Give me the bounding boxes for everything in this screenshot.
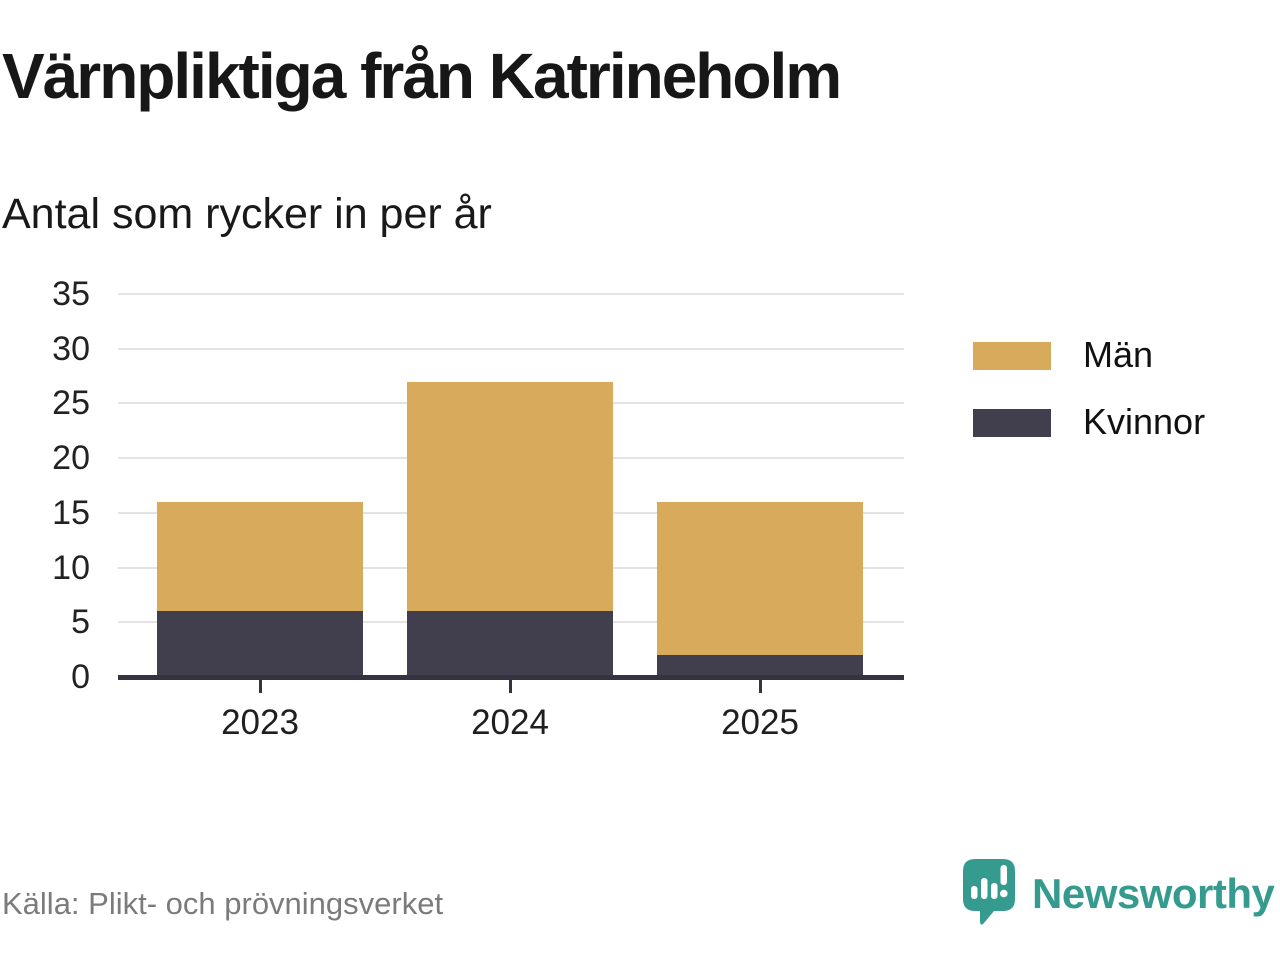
y-axis-tick-label: 0 bbox=[71, 658, 90, 696]
bar-segment-kvinnor-2025 bbox=[657, 655, 863, 677]
chart-title: Värnpliktiga från Katrineholm bbox=[2, 40, 842, 112]
y-axis-tick-label: 25 bbox=[52, 384, 90, 423]
legend-label: Män bbox=[1083, 334, 1154, 375]
legend-swatch-män bbox=[973, 342, 1051, 370]
legend-item-kvinnor: Kvinnor bbox=[973, 404, 1205, 442]
y-axis-tick-label: 30 bbox=[52, 329, 90, 368]
chart-subtitle: Antal som rycker in per år bbox=[2, 190, 492, 238]
x-axis-tick-2025 bbox=[758, 680, 762, 693]
x-axis-line bbox=[118, 675, 904, 680]
newsworthy-logo-text: Newsworthy bbox=[1032, 870, 1275, 917]
newsworthy-chart-bubble-icon bbox=[963, 859, 1015, 925]
gridline-y35 bbox=[118, 293, 904, 295]
bar-segment-kvinnor-2023 bbox=[157, 611, 363, 677]
source-note: Källa: Plikt- och prövningsverket bbox=[2, 886, 444, 921]
y-axis-tick-label: 20 bbox=[52, 439, 90, 478]
legend: Män Kvinnor bbox=[973, 337, 1205, 442]
legend-label: Kvinnor bbox=[1083, 401, 1206, 442]
x-axis-tick-label: 2024 bbox=[471, 703, 549, 742]
bar-segment-män-2023 bbox=[157, 501, 363, 612]
legend-item-män: Män bbox=[973, 337, 1205, 375]
bar-segment-män-2025 bbox=[657, 501, 863, 656]
x-axis-tick-2024 bbox=[508, 680, 512, 693]
x-axis-tick-2023 bbox=[258, 680, 262, 693]
bar-segment-män-2024 bbox=[407, 381, 613, 612]
y-axis-tick-label: 15 bbox=[52, 493, 90, 532]
bar-segment-kvinnor-2024 bbox=[407, 611, 613, 677]
gridline-y30 bbox=[118, 347, 904, 350]
x-axis-tick-label: 2023 bbox=[221, 703, 299, 742]
y-axis-tick-label: 10 bbox=[52, 548, 90, 587]
newsworthy-logo: Newsworthy bbox=[962, 858, 1275, 926]
y-axis-tick-label: 5 bbox=[71, 603, 90, 642]
y-axis-tick-label: 35 bbox=[52, 275, 90, 313]
legend-swatch-kvinnor bbox=[973, 409, 1051, 437]
x-axis-tick-label: 2025 bbox=[721, 703, 799, 742]
